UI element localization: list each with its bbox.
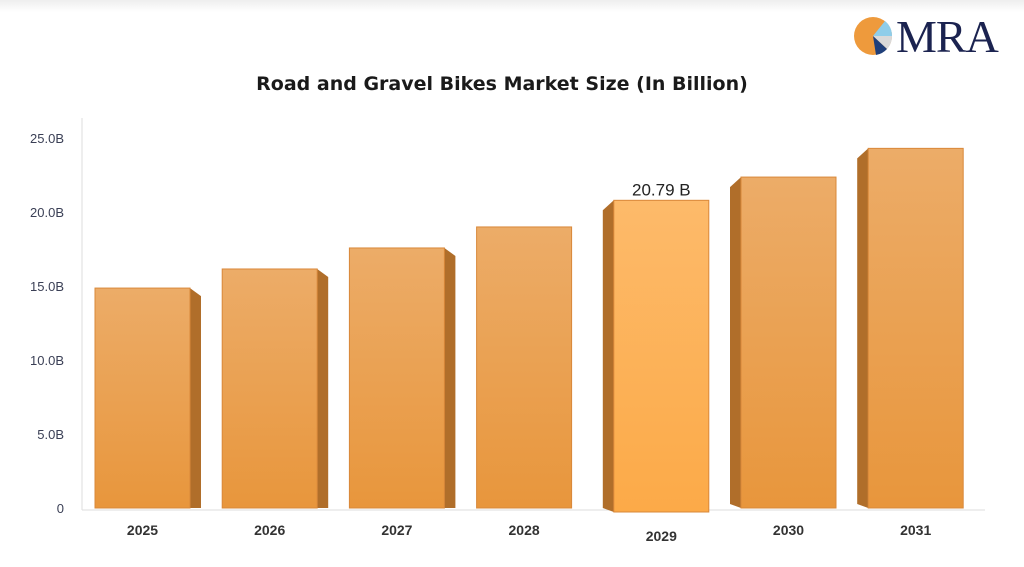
x-tick-label: 2027 xyxy=(381,522,412,538)
bar-2029 xyxy=(602,199,710,513)
x-tick-label: 2025 xyxy=(127,522,158,538)
y-tick-label: 5.0B xyxy=(37,427,64,442)
y-tick-label: 15.0B xyxy=(30,279,64,294)
bar-side xyxy=(444,247,456,509)
y-tick-label: 20.0B xyxy=(30,205,64,220)
bar-side xyxy=(602,200,614,513)
bar-2027 xyxy=(348,247,456,509)
y-tick-label: 25.0B xyxy=(30,131,64,146)
x-tick-label: 2028 xyxy=(509,522,540,538)
mra-logo: MRA xyxy=(852,11,1012,62)
bar-2025 xyxy=(94,287,201,509)
bar xyxy=(740,176,837,509)
bar-side xyxy=(317,268,329,508)
x-tick-label: 2031 xyxy=(900,522,931,538)
bar-side xyxy=(730,177,741,508)
x-tick-label: 2029 xyxy=(646,528,677,544)
logo-text: MRA xyxy=(896,11,999,62)
x-tick-label: 2026 xyxy=(254,522,285,538)
x-tick-label: 2030 xyxy=(773,522,804,538)
bar xyxy=(867,147,964,509)
bar-2028 xyxy=(476,226,573,509)
bar-2030 xyxy=(730,176,837,509)
y-tick-label: 10.0B xyxy=(30,353,64,368)
y-tick-label: 0 xyxy=(57,501,64,516)
bar xyxy=(348,247,445,509)
bar xyxy=(221,268,318,509)
bar-2026 xyxy=(221,268,329,509)
bar-side xyxy=(857,148,869,509)
bar-2031 xyxy=(857,147,964,509)
chart-title: Road and Gravel Bikes Market Size (In Bi… xyxy=(256,73,748,95)
top-shadow xyxy=(0,0,1024,12)
pie-logo-icon xyxy=(854,17,893,55)
data-label: 20.79 B xyxy=(632,180,691,199)
bar-side xyxy=(190,288,201,508)
bar xyxy=(94,287,191,509)
bar xyxy=(476,226,573,509)
bar xyxy=(613,199,710,513)
